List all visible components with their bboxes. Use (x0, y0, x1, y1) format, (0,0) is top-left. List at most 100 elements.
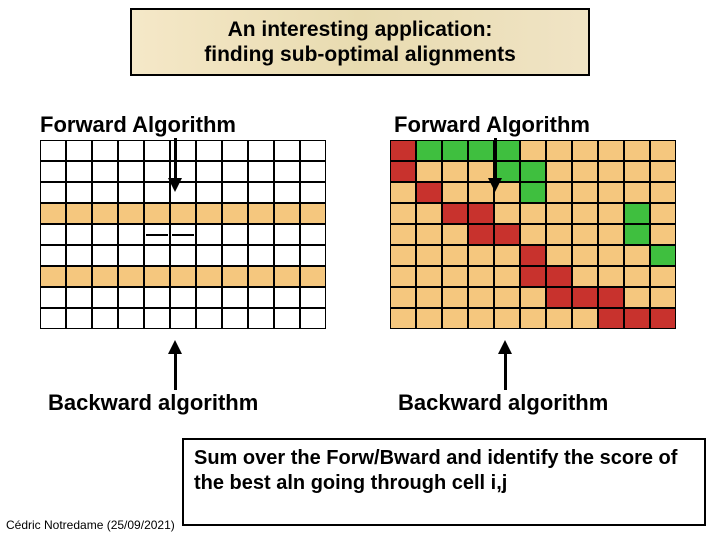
grid-cell (248, 266, 274, 287)
grid-cell (624, 266, 650, 287)
grid-cell (650, 140, 676, 161)
grid-cell (520, 287, 546, 308)
grid-cell (196, 161, 222, 182)
grid-cell (300, 203, 326, 224)
grid-cell (468, 140, 494, 161)
grid-cell (442, 203, 468, 224)
grid-cell (442, 266, 468, 287)
grid-cell (624, 245, 650, 266)
grid-cell (494, 308, 520, 329)
grid-cell (624, 161, 650, 182)
grid-cell (468, 287, 494, 308)
grid-cell (494, 140, 520, 161)
grid-cell (442, 182, 468, 203)
grid-cell (92, 245, 118, 266)
grid-cell (546, 182, 572, 203)
grid-cell (598, 140, 624, 161)
grid-cell (118, 140, 144, 161)
grid-cell (274, 161, 300, 182)
grid-cell (520, 266, 546, 287)
grid-cell (66, 161, 92, 182)
grid-cell (92, 140, 118, 161)
grid-cell (196, 140, 222, 161)
grid-cell (442, 287, 468, 308)
grid-cell (468, 203, 494, 224)
label-backward-left: Backward algorithm (48, 390, 258, 416)
grid-cell (40, 308, 66, 329)
footer-box: Sum over the Forw/Bward and identify the… (182, 438, 706, 526)
grid-cell (66, 224, 92, 245)
grid-cell (442, 245, 468, 266)
grid-cell (196, 182, 222, 203)
grid-cell (66, 140, 92, 161)
grid-cell (248, 287, 274, 308)
grid-cell (520, 308, 546, 329)
grid-cell (118, 182, 144, 203)
grid-cell (598, 161, 624, 182)
grid-cell (598, 308, 624, 329)
label-forward-left: Forward Algorithm (40, 112, 236, 138)
grid-cell (196, 203, 222, 224)
grid-cell (494, 266, 520, 287)
grid-cell (40, 224, 66, 245)
grid-cell (390, 308, 416, 329)
grid-cell (300, 245, 326, 266)
grid-cell (300, 161, 326, 182)
grid-cell (118, 161, 144, 182)
grid-cell (390, 266, 416, 287)
grid-cell (66, 203, 92, 224)
grid-cell (468, 224, 494, 245)
label-forward-right: Forward Algorithm (394, 112, 590, 138)
grid-cell (598, 203, 624, 224)
grid-cell (598, 182, 624, 203)
grid-cell (222, 224, 248, 245)
grid-cell (222, 287, 248, 308)
title-text: An interesting application:finding sub-o… (204, 17, 516, 67)
grid-cell (274, 287, 300, 308)
grid-cell (416, 245, 442, 266)
grid-cell (40, 266, 66, 287)
grid-cell (274, 308, 300, 329)
grid-cell (92, 224, 118, 245)
grid-cell (92, 203, 118, 224)
grid-cell (40, 203, 66, 224)
grid-cell (416, 224, 442, 245)
grid-cell (624, 308, 650, 329)
grid-cell (300, 287, 326, 308)
grid-cell (650, 245, 676, 266)
grid-cell (170, 266, 196, 287)
grid-cell (494, 203, 520, 224)
grid-cell (92, 266, 118, 287)
grid-cell (520, 161, 546, 182)
grid-cell (274, 224, 300, 245)
grid-cell (598, 224, 624, 245)
grid-cell (520, 140, 546, 161)
grid-cell (416, 203, 442, 224)
grid-cell (144, 140, 170, 161)
grid-cell (390, 161, 416, 182)
grid-cell (248, 203, 274, 224)
grid-cell (274, 203, 300, 224)
grid-cell (222, 266, 248, 287)
credit-text: Cédric Notredame (25/09/2021) (6, 518, 175, 532)
grid-cell (118, 203, 144, 224)
grid-cell (546, 287, 572, 308)
grid-cell (520, 245, 546, 266)
grid-cell (416, 287, 442, 308)
grid-cell (66, 308, 92, 329)
grid-cell (416, 266, 442, 287)
grid-cell (170, 308, 196, 329)
grid-cell (222, 203, 248, 224)
grid-cell (650, 182, 676, 203)
grid-cell (624, 224, 650, 245)
grid-cell (40, 161, 66, 182)
grid-cell (442, 224, 468, 245)
grid-cell (144, 308, 170, 329)
grid-cell (624, 140, 650, 161)
grid-cell (144, 266, 170, 287)
grid-cell (572, 266, 598, 287)
grid-cell (144, 245, 170, 266)
grid-cell (92, 161, 118, 182)
grid-cell (118, 224, 144, 245)
grid-cell (624, 287, 650, 308)
